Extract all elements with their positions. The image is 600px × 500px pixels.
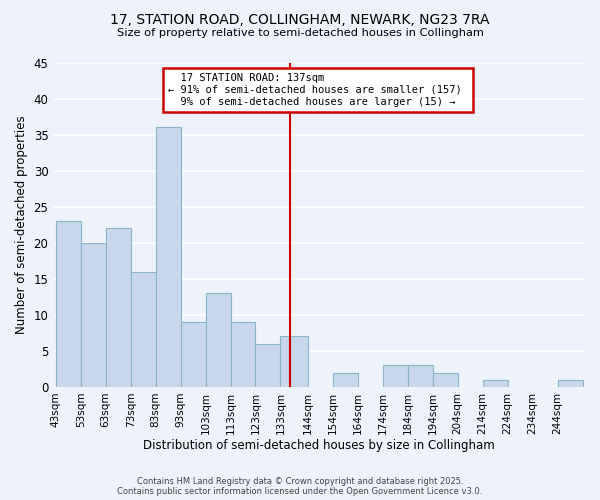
Text: 17, STATION ROAD, COLLINGHAM, NEWARK, NG23 7RA: 17, STATION ROAD, COLLINGHAM, NEWARK, NG… [110,12,490,26]
Bar [230,322,256,387]
Y-axis label: Number of semi-detached properties: Number of semi-detached properties [15,116,28,334]
Bar [482,380,508,387]
Bar [280,336,308,387]
Bar [383,366,408,387]
Bar [206,293,230,387]
Bar [56,221,81,387]
Bar [408,366,433,387]
Bar [81,243,106,387]
Bar [256,344,280,387]
Text: Contains public sector information licensed under the Open Government Licence v3: Contains public sector information licen… [118,487,482,496]
Bar [106,228,131,387]
Text: 17 STATION ROAD: 137sqm  
← 91% of semi-detached houses are smaller (157)
  9% o: 17 STATION ROAD: 137sqm ← 91% of semi-de… [168,74,468,106]
X-axis label: Distribution of semi-detached houses by size in Collingham: Distribution of semi-detached houses by … [143,440,495,452]
Bar [333,372,358,387]
Bar [131,272,155,387]
Bar [155,128,181,387]
Bar [557,380,583,387]
Bar [181,322,206,387]
Text: Contains HM Land Registry data © Crown copyright and database right 2025.: Contains HM Land Registry data © Crown c… [137,477,463,486]
Text: Size of property relative to semi-detached houses in Collingham: Size of property relative to semi-detach… [116,28,484,38]
Bar [433,372,458,387]
